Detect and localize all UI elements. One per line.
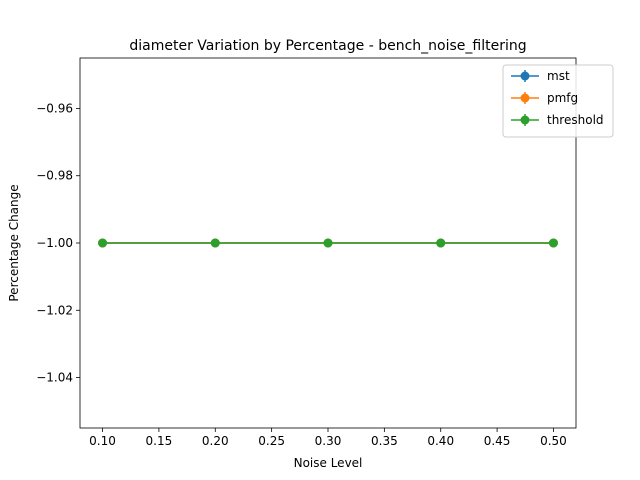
legend-item-pmfg: pmfg: [511, 91, 578, 105]
x-tick-label: 0.25: [258, 434, 285, 448]
legend-label: mst: [547, 69, 570, 83]
legend-marker: [520, 93, 530, 103]
data-point-threshold: [98, 238, 108, 248]
legend-marker: [520, 115, 530, 125]
series-layer: [98, 238, 558, 248]
y-tick-label: −1.04: [36, 371, 73, 385]
y-tick-label: −1.02: [36, 303, 73, 317]
legend-label: threshold: [547, 113, 604, 127]
x-tick-label: 0.10: [89, 434, 116, 448]
data-point-threshold: [548, 238, 558, 248]
data-point-threshold: [323, 238, 333, 248]
x-tick-label: 0.50: [540, 434, 567, 448]
x-tick-label: 0.35: [371, 434, 398, 448]
plot-frame: [79, 57, 577, 429]
legend: mst pmfg threshold: [502, 64, 614, 138]
x-tick-label: 0.20: [202, 434, 229, 448]
data-point-threshold: [436, 238, 446, 248]
x-tick-label: 0.30: [315, 434, 342, 448]
x-axis: 0.10 0.15 0.20 0.25 0.30 0.35 0.40 0.45 0.50: [89, 428, 567, 448]
chart-title: diameter Variation by Percentage - bench…: [129, 38, 526, 54]
data-point-threshold: [210, 238, 220, 248]
legend-item-mst: mst: [511, 69, 570, 83]
x-tick-label: 0.40: [427, 434, 454, 448]
y-axis: −1.04 −1.02 −1.00 −0.98 −0.96: [36, 101, 80, 385]
legend-marker: [520, 71, 530, 81]
x-axis-label: Noise Level: [294, 456, 363, 470]
legend-label: pmfg: [547, 91, 578, 105]
y-tick-label: −1.00: [36, 236, 73, 250]
y-tick-label: −0.96: [36, 101, 73, 115]
series-threshold: [98, 238, 558, 248]
legend-box: [502, 64, 614, 138]
legend-item-threshold: threshold: [511, 113, 604, 127]
y-tick-label: −0.98: [36, 169, 73, 183]
x-tick-label: 0.45: [484, 434, 511, 448]
y-axis-label: Percentage Change: [7, 184, 21, 301]
x-tick-label: 0.15: [146, 434, 173, 448]
